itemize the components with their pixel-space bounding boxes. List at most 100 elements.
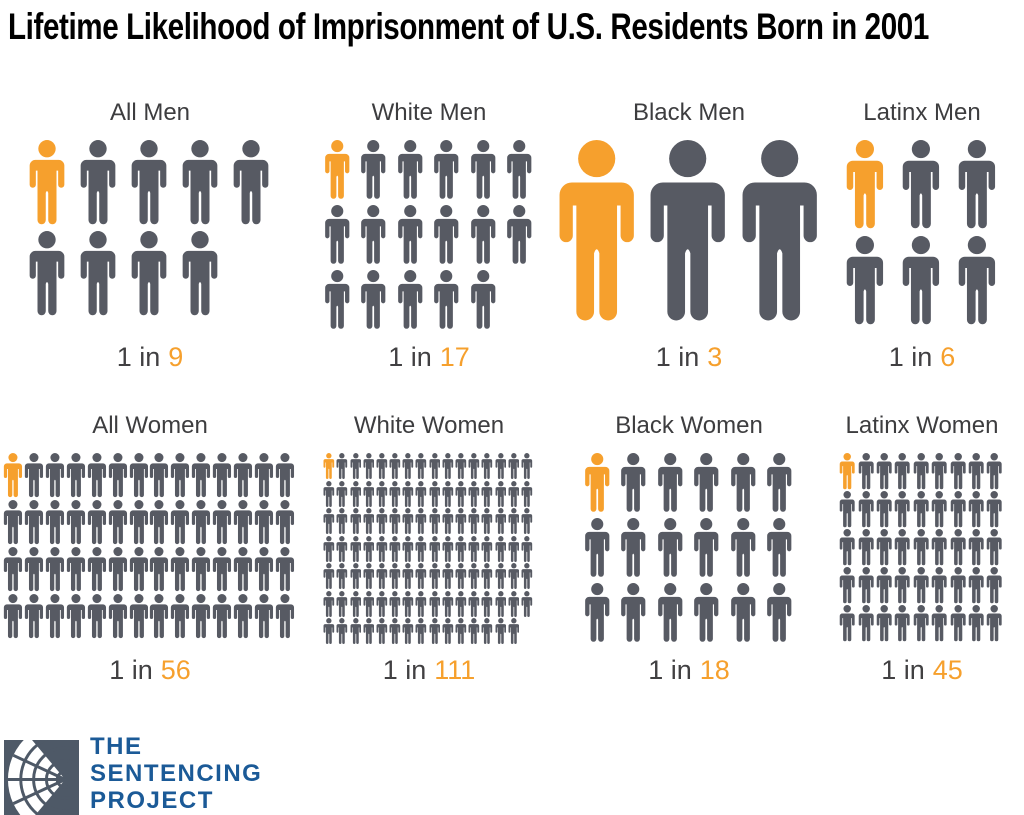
person-icon (66, 500, 85, 545)
person-icon (336, 563, 348, 589)
group-cell-white-men: White Men 1 in 17 (300, 98, 558, 373)
person-icon (171, 453, 190, 498)
person-icon (902, 236, 940, 325)
person-icon (767, 583, 792, 642)
person-icon (4, 547, 23, 592)
person-icon (87, 594, 106, 639)
person-icon (621, 583, 646, 642)
person-icon (389, 563, 401, 589)
person-icon (429, 508, 440, 534)
person-icon (621, 518, 646, 577)
person-icon (876, 453, 892, 490)
person-icon (376, 563, 388, 589)
person-icon (913, 567, 929, 604)
person-icon (442, 618, 454, 644)
person-icon (508, 535, 519, 562)
ratio-prefix: 1 in (116, 342, 161, 372)
person-icon (481, 563, 493, 589)
person-icon (584, 518, 609, 577)
person-icon (376, 453, 388, 479)
person-icon (171, 547, 190, 592)
ratio-number: 111 (434, 655, 476, 685)
logo-line-3: PROJECT (90, 787, 214, 815)
person-icon (45, 594, 65, 639)
person-icon (275, 453, 294, 498)
group-title: White Men (371, 99, 487, 126)
person-icon (481, 453, 493, 479)
person-icon (429, 480, 440, 507)
person-icon (931, 567, 947, 604)
person-icon (212, 594, 232, 639)
pictogram (323, 453, 535, 645)
person-icon (350, 508, 361, 534)
ratio-number: 9 (168, 342, 184, 372)
person-icon (108, 594, 127, 639)
person-icon (24, 453, 44, 498)
person-icon (968, 453, 984, 490)
person-icon (455, 563, 467, 589)
person-icon (336, 508, 348, 534)
person-icon (350, 563, 361, 589)
person-icon (415, 453, 427, 479)
person-icon (987, 453, 1002, 490)
person-icon (397, 270, 422, 329)
person-icon (363, 480, 374, 507)
person-icon (950, 491, 966, 528)
person-icon (987, 567, 1002, 604)
person-icon (192, 547, 211, 592)
person-icon (402, 508, 414, 534)
person-icon (29, 231, 65, 316)
person-icon (361, 270, 386, 329)
person-icon (913, 529, 929, 566)
person-icon (397, 140, 422, 199)
person-icon (275, 594, 294, 639)
person-icon (363, 453, 374, 479)
person-icon (455, 618, 467, 644)
person-icon (182, 140, 218, 225)
person-icon (150, 547, 169, 592)
person-icon (895, 453, 911, 490)
person-icon (336, 480, 348, 507)
group-cell-latinx-men: Latinx Men 1 in 6 (820, 98, 1024, 373)
person-icon (254, 594, 273, 639)
person-icon (694, 518, 719, 577)
ratio-prefix: 1 in (109, 655, 153, 685)
person-icon (468, 480, 480, 507)
person-icon (507, 205, 532, 264)
group-title: All Men (109, 99, 191, 126)
ratio-prefix: 1 in (655, 342, 700, 372)
person-icon (858, 567, 874, 604)
person-icon (495, 618, 506, 644)
person-icon (839, 567, 855, 604)
ratio-label: 1 in 9 (117, 342, 184, 373)
person-icon (481, 480, 493, 507)
person-icon (233, 140, 269, 225)
person-icon (470, 140, 495, 199)
logo-line-1: THE (90, 733, 143, 760)
person-icon (876, 529, 892, 566)
person-icon (389, 508, 401, 534)
person-icon (350, 590, 361, 617)
sentencing-project-logo-icon (4, 740, 79, 815)
person-icon (495, 563, 506, 589)
person-icon (4, 594, 23, 639)
person-icon (415, 590, 427, 617)
person-icon (508, 453, 519, 479)
person-icon (521, 508, 533, 534)
group-title: Black Men (632, 99, 746, 126)
ratio-prefix: 1 in (648, 655, 692, 685)
person-icon (66, 453, 85, 498)
ratio-label: 1 in 111 (383, 655, 476, 686)
person-icon (24, 500, 44, 545)
person-icon (376, 535, 388, 562)
person-icon (495, 535, 506, 562)
person-icon (323, 590, 335, 617)
person-icon (363, 563, 374, 589)
group-title: Black Women (615, 412, 763, 439)
pictogram (28, 140, 272, 332)
person-icon (415, 535, 427, 562)
person-icon (434, 270, 459, 329)
person-icon (350, 480, 361, 507)
person-icon (657, 518, 682, 577)
group-title: All Women (92, 412, 208, 439)
